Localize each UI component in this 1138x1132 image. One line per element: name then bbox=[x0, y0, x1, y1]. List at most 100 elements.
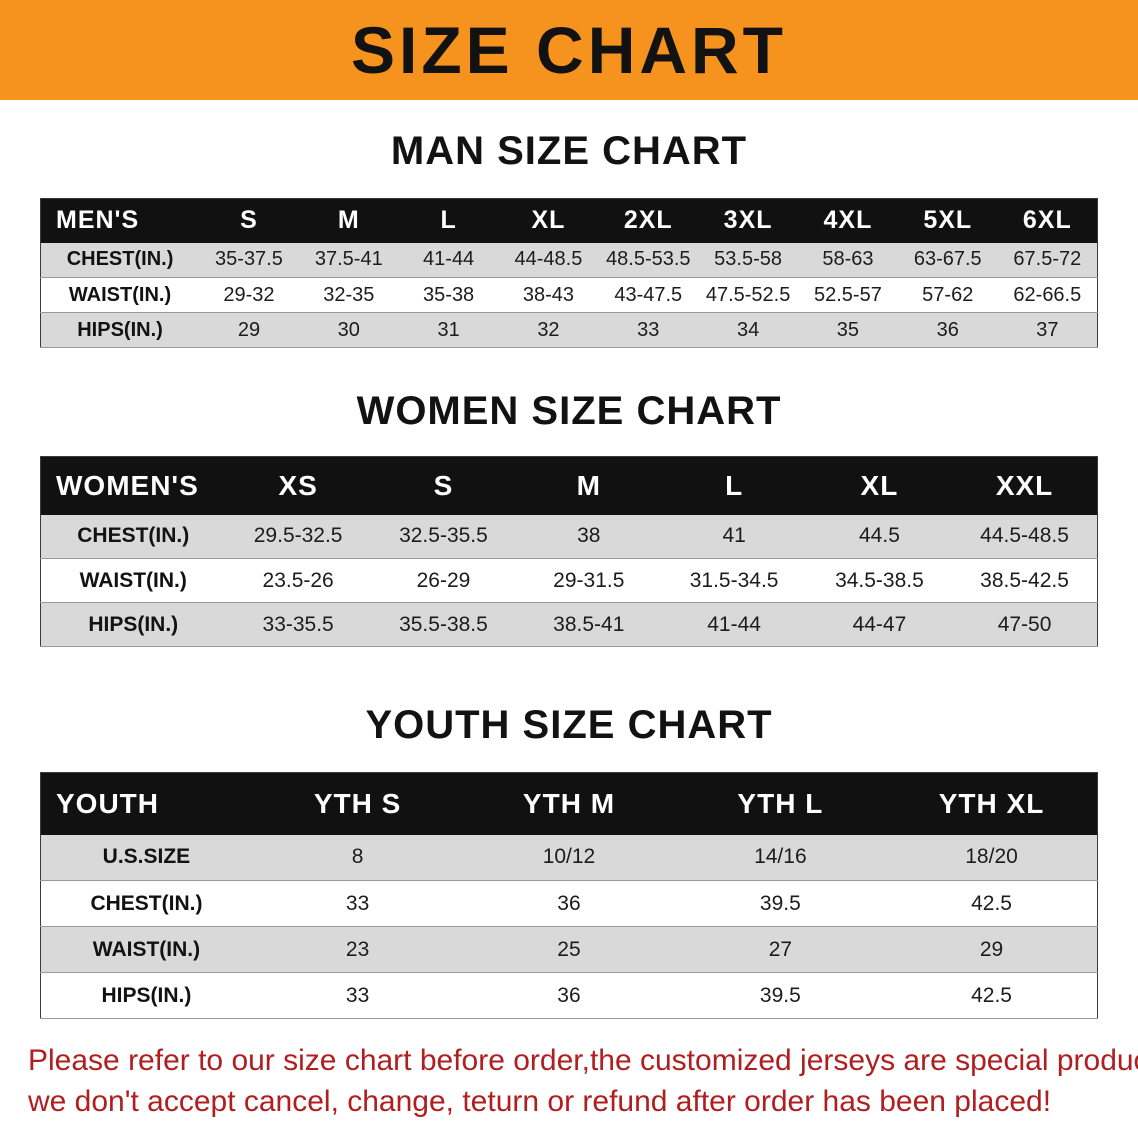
value-cell: 25 bbox=[557, 937, 581, 961]
value-cell: 47.5-52.5 bbox=[705, 283, 791, 306]
value-cell: 26-29 bbox=[416, 568, 471, 592]
value-cell: 62-66.5 bbox=[1013, 283, 1082, 306]
table-row: CHEST(IN.) 29.5-32.5 32.5-35.5 38 41 44.5 44.5… bbox=[40, 514, 1098, 559]
value-cell: 29-31.5 bbox=[553, 568, 625, 592]
value-cell: 43-47.5 bbox=[614, 283, 683, 306]
value-cell: 57-62 bbox=[922, 283, 974, 306]
row-label-cell: WAIST(IN.) bbox=[92, 937, 201, 961]
women-section-heading: WOMEN SIZE CHART bbox=[356, 389, 782, 433]
value-cell: 44-48.5 bbox=[514, 248, 583, 271]
man-size-section: MAN SIZE CHART MEN'S S M L XL 2XL 3XL 4XL 5XL 6XL… bbox=[0, 128, 1138, 348]
table-row: WAIST(IN.) 23 25 27 29 bbox=[40, 926, 1098, 973]
women-size-section: WOMEN SIZE CHART WOMEN'S XS S M L XL XXL CHEST(… bbox=[0, 388, 1138, 647]
value-cell: 32 bbox=[537, 318, 560, 341]
table-title-cell: YOUTH bbox=[40, 772, 252, 835]
value-cell: 39.5 bbox=[759, 891, 801, 915]
row-label-cell: CHEST(IN.) bbox=[77, 524, 190, 548]
value-cell: 44-47 bbox=[852, 612, 907, 636]
disclaimer-line-1: Please refer to our size chart before or… bbox=[28, 1044, 1138, 1077]
value-cell: 30 bbox=[337, 318, 360, 341]
value-cell: 47-50 bbox=[997, 612, 1052, 636]
value-cell: 29 bbox=[237, 318, 261, 341]
value-cell: 33 bbox=[637, 318, 660, 341]
value-cell: 33 bbox=[345, 983, 370, 1007]
table-row: CHEST(IN.) 33 36 39.5 42.5 bbox=[40, 880, 1098, 927]
row-label-cell: WAIST(IN.) bbox=[79, 568, 187, 592]
value-cell: 29-32 bbox=[223, 283, 275, 306]
row-label-cell: CHEST(IN.) bbox=[66, 248, 174, 271]
youth-size-section: YOUTH SIZE CHART YOUTH YTH S YTH M YTH L YTH… bbox=[0, 702, 1138, 1019]
value-cell: 14/16 bbox=[754, 845, 807, 869]
row-label-cell: HIPS(IN.) bbox=[101, 983, 192, 1007]
value-cell: 41-44 bbox=[707, 612, 761, 636]
size-header-cell: XXL bbox=[952, 456, 1098, 515]
table-row: HIPS(IN.) 33 36 39.5 42.5 bbox=[40, 972, 1098, 1019]
table-title-cell: WOMEN'S bbox=[40, 456, 226, 515]
value-cell: 41 bbox=[722, 524, 746, 548]
row-label-cell: CHEST(IN.) bbox=[90, 891, 203, 915]
value-cell: 33-35.5 bbox=[262, 612, 334, 636]
value-cell: 37.5-41 bbox=[314, 248, 383, 271]
value-cell: 39.5 bbox=[759, 983, 801, 1007]
disclaimer-note: Please refer to our size chart before or… bbox=[0, 1041, 1138, 1122]
size-header-cell: YTH L bbox=[674, 772, 887, 835]
value-cell: 67.5-72 bbox=[1013, 248, 1082, 271]
women-size-table: WOMEN'S XS S M L XL XXL CHEST(IN.) 29.5-32.5 32.5… bbox=[40, 456, 1098, 647]
table-row: WAIST(IN.) 29-32 32-35 35-38 38-43 43-47.5 47.… bbox=[40, 277, 1098, 313]
man-section-heading: MAN SIZE CHART bbox=[390, 129, 748, 173]
value-cell: 23 bbox=[345, 937, 370, 961]
size-header-cell: M bbox=[516, 456, 662, 515]
youth-section-heading: YOUTH SIZE CHART bbox=[365, 703, 773, 747]
value-cell: 38.5-41 bbox=[553, 612, 625, 636]
size-header-cell: YTH M bbox=[463, 772, 675, 835]
value-cell: 29.5-32.5 bbox=[253, 524, 343, 548]
youth-size-table: YOUTH YTH S YTH M YTH L YTH XL U.S.SIZE 8 10/12… bbox=[40, 772, 1098, 1019]
value-cell: 31 bbox=[437, 318, 460, 341]
row-label-cell: HIPS(IN.) bbox=[88, 612, 179, 636]
row-label-cell: U.S.SIZE bbox=[102, 845, 191, 869]
value-cell: 36 bbox=[557, 891, 581, 915]
value-cell: 38.5-42.5 bbox=[980, 568, 1069, 592]
value-cell: 18/20 bbox=[965, 845, 1018, 869]
value-cell: 44.5-48.5 bbox=[980, 524, 1069, 548]
size-header-cell: XL bbox=[498, 198, 599, 243]
size-header-cell: YTH S bbox=[251, 772, 464, 835]
value-cell: 34.5-38.5 bbox=[835, 568, 924, 592]
value-cell: 38-43 bbox=[522, 283, 575, 306]
value-cell: 52.5-57 bbox=[814, 283, 882, 306]
size-header-cell: XS bbox=[225, 456, 371, 515]
value-cell: 31.5-34.5 bbox=[689, 568, 779, 592]
table-row: U.S.SIZE 8 10/12 14/16 18/20 bbox=[40, 834, 1098, 881]
value-cell: 42.5 bbox=[971, 983, 1012, 1007]
size-header-cell: S bbox=[199, 198, 299, 243]
value-cell: 35-38 bbox=[423, 283, 475, 306]
value-cell: 35.5-38.5 bbox=[399, 612, 488, 636]
table-row: HIPS(IN.) 29 30 31 32 33 34 35 36 37 bbox=[40, 312, 1098, 348]
disclaimer-line-2: we don't accept cancel, change, teturn o… bbox=[28, 1084, 1052, 1118]
size-header-cell: 4XL bbox=[798, 198, 898, 243]
size-header-cell: 2XL bbox=[598, 198, 699, 243]
value-cell: 38 bbox=[577, 524, 601, 548]
size-header-cell: L bbox=[661, 456, 807, 515]
value-cell: 29 bbox=[979, 937, 1004, 961]
header-row: MEN'S S M L XL 2XL 3XL 4XL 5XL 6XL bbox=[40, 198, 1098, 243]
size-header-cell: YTH XL bbox=[886, 772, 1098, 835]
value-cell: 32.5-35.5 bbox=[399, 524, 488, 548]
value-cell: 53.5-58 bbox=[714, 248, 783, 271]
row-label-cell: HIPS(IN.) bbox=[77, 318, 163, 341]
value-cell: 35 bbox=[836, 318, 860, 341]
size-header-cell: 3XL bbox=[698, 198, 799, 243]
men-size-table: MEN'S S M L XL 2XL 3XL 4XL 5XL 6XL CHEST(IN.) 35-37… bbox=[40, 198, 1098, 348]
value-cell: 33 bbox=[345, 891, 370, 915]
size-header-cell: XL bbox=[806, 456, 953, 515]
value-cell: 10/12 bbox=[542, 845, 596, 869]
value-cell: 32-35 bbox=[323, 283, 375, 306]
value-cell: 27 bbox=[768, 937, 793, 961]
value-cell: 58-63 bbox=[822, 248, 874, 271]
table-row: CHEST(IN.) 35-37.5 37.5-41 41-44 44-48.5 48.5… bbox=[40, 242, 1098, 278]
header-row: WOMEN'S XS S M L XL XXL bbox=[40, 456, 1098, 515]
table-row: HIPS(IN.) 33-35.5 35.5-38.5 38.5-41 41-44 44-… bbox=[40, 602, 1098, 647]
row-label-cell: WAIST(IN.) bbox=[68, 283, 172, 306]
size-header-cell: 6XL bbox=[997, 198, 1098, 243]
